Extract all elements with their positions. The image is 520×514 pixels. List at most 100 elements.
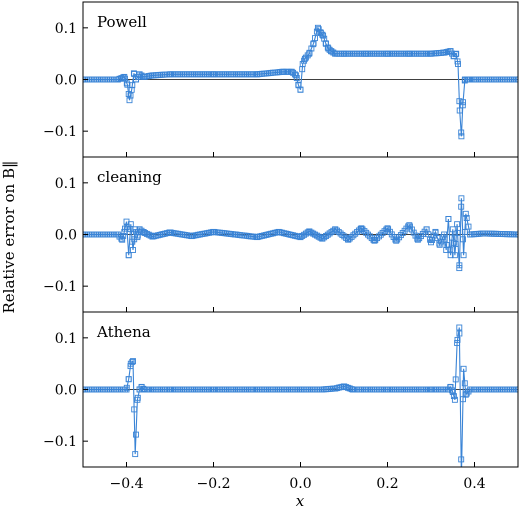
panel-0: 0.1 0.0 −0.1 Powell <box>43 1 519 158</box>
y-tick-label: −0.1 <box>43 279 77 295</box>
data-point <box>480 230 487 237</box>
data-marker <box>452 376 459 383</box>
y-tick-label: −0.1 <box>43 124 77 140</box>
data-point <box>306 228 313 235</box>
data-point <box>384 50 391 57</box>
data-point <box>465 76 471 83</box>
data-point <box>515 76 518 83</box>
data-marker <box>449 387 456 394</box>
data-marker <box>123 80 130 87</box>
data-marker <box>317 234 324 241</box>
data-point <box>445 216 452 222</box>
data-point <box>167 71 173 78</box>
data-point <box>449 389 456 396</box>
data-point <box>314 24 321 31</box>
data-point <box>297 86 304 93</box>
data-point <box>145 386 152 393</box>
data-point <box>341 383 347 390</box>
x-tick-label: −0.2 <box>197 476 231 492</box>
y-tick-label: −0.1 <box>43 434 77 450</box>
data-point <box>306 50 313 57</box>
data-point <box>332 385 339 392</box>
data-point <box>149 72 156 79</box>
data-point <box>319 235 326 242</box>
data-point <box>467 231 474 238</box>
data-point <box>461 76 468 83</box>
data-marker <box>147 232 154 239</box>
panel-title: cleaning <box>97 168 162 186</box>
data-marker <box>365 231 371 238</box>
data-marker <box>319 31 326 38</box>
data-marker <box>346 385 353 392</box>
data-point <box>384 225 391 232</box>
data-marker <box>133 431 139 438</box>
data-point <box>471 76 478 83</box>
y-tick-label: 0.1 <box>55 331 77 347</box>
data-point <box>119 236 126 243</box>
data-point <box>297 234 304 241</box>
data-point <box>254 386 260 393</box>
data-marker <box>460 236 466 243</box>
series-line <box>83 327 518 467</box>
data-marker <box>156 231 163 238</box>
data-marker <box>463 215 470 221</box>
data-point <box>406 50 413 57</box>
data-marker <box>350 232 357 239</box>
y-tick-label: 0.0 <box>55 383 77 399</box>
series-group <box>83 195 518 272</box>
data-point <box>371 237 378 244</box>
data-point <box>458 195 465 202</box>
data-point <box>288 68 295 75</box>
data-point <box>462 391 469 398</box>
data-marker <box>456 98 463 105</box>
data-point <box>358 225 365 232</box>
data-point <box>441 231 448 238</box>
data-marker <box>346 235 353 242</box>
data-point <box>132 451 139 458</box>
data-point <box>406 222 413 229</box>
data-marker <box>452 241 459 247</box>
data-point <box>254 234 260 241</box>
data-point <box>423 226 430 233</box>
data-point <box>210 71 217 78</box>
data-marker <box>458 129 465 136</box>
data-marker <box>143 230 150 237</box>
y-tick-label: 0.0 <box>55 228 77 244</box>
data-point <box>125 376 132 383</box>
data-marker <box>122 225 128 232</box>
data-point <box>462 210 469 217</box>
data-marker <box>304 229 311 236</box>
data-point <box>515 231 518 238</box>
data-marker <box>279 229 286 236</box>
data-point <box>140 73 147 80</box>
data-point <box>455 61 461 67</box>
y-tick-label: 0.0 <box>55 73 77 89</box>
data-marker <box>376 233 382 240</box>
data-point <box>149 233 156 240</box>
data-marker <box>450 239 457 246</box>
data-marker <box>352 230 359 237</box>
data-point <box>428 50 434 57</box>
data-point <box>210 228 217 235</box>
data-point <box>280 68 287 75</box>
data-point <box>140 229 147 236</box>
data-marker <box>270 230 276 237</box>
data-point <box>449 226 456 233</box>
data-marker <box>458 456 465 463</box>
data-point <box>456 265 463 272</box>
data-point <box>456 107 463 114</box>
data-point <box>349 386 356 393</box>
data-point <box>443 247 450 253</box>
data-marker <box>438 238 445 245</box>
data-point <box>453 50 460 57</box>
data-marker <box>260 232 267 239</box>
data-marker <box>407 223 413 230</box>
data-point <box>451 252 458 259</box>
data-marker <box>450 393 457 400</box>
data-marker <box>142 230 149 236</box>
x-tick-label: −0.4 <box>110 476 144 492</box>
data-marker <box>377 231 384 238</box>
data-point <box>130 358 136 365</box>
data-point <box>441 49 448 56</box>
